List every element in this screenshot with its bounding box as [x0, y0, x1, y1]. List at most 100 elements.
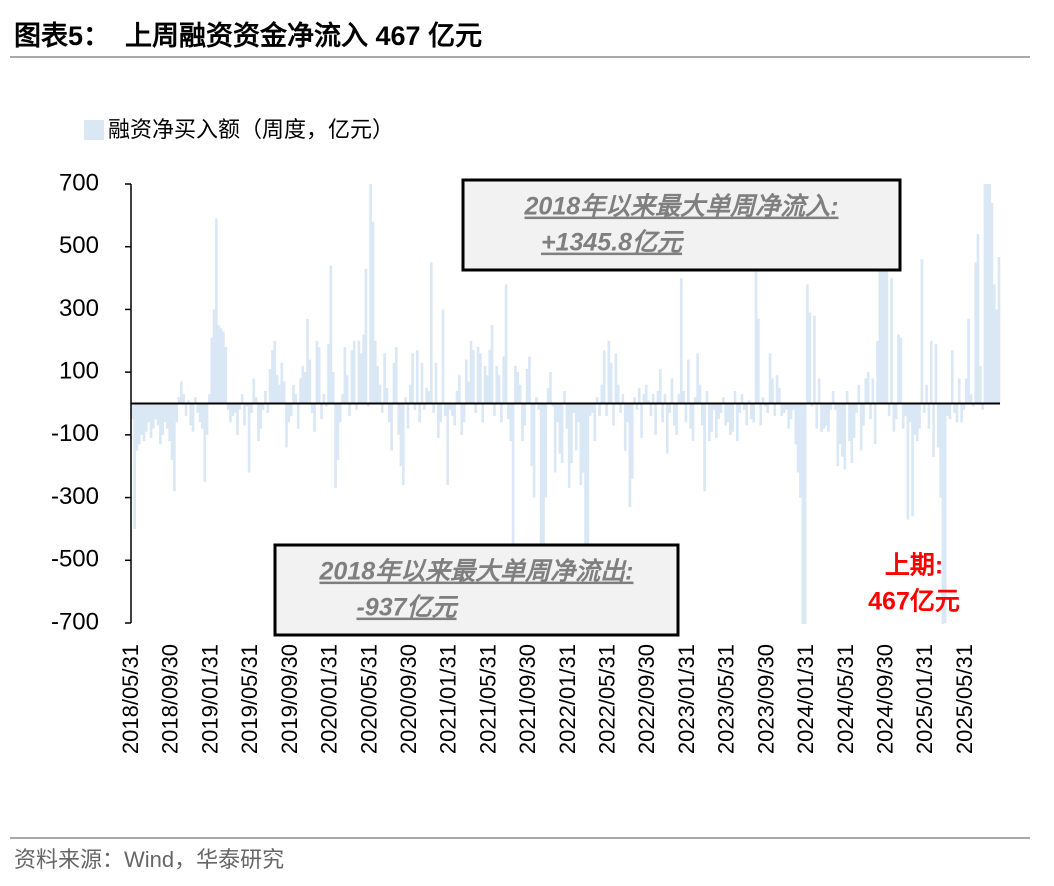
bar: [215, 218, 218, 404]
x-tick-label: 2018/05/31: [118, 644, 143, 754]
bar: [226, 403, 230, 410]
bar: [357, 340, 361, 404]
bar: [310, 403, 314, 413]
bar: [976, 234, 980, 404]
bar: [729, 403, 732, 435]
bar: [425, 387, 428, 404]
bar: [261, 403, 265, 410]
bar: [614, 353, 618, 404]
legend-label: 融资净买入额（周度，亿元）: [108, 117, 394, 142]
bar: [362, 334, 365, 404]
x-tick-label: 2023/01/31: [674, 644, 699, 754]
bar: [451, 403, 454, 417]
bar: [906, 403, 910, 520]
bar: [338, 403, 342, 423]
bar: [205, 403, 209, 435]
bar: [757, 318, 760, 404]
bar: [439, 403, 442, 423]
bar: [474, 403, 478, 413]
bar: [658, 369, 662, 404]
bar: [623, 403, 627, 451]
bar: [901, 403, 905, 429]
bar: [651, 394, 655, 404]
bar: [829, 403, 833, 410]
x-tick-label: 2019/09/30: [277, 644, 302, 754]
bar: [191, 403, 195, 432]
bar: [322, 394, 326, 404]
bar: [691, 403, 695, 442]
bar: [799, 403, 802, 498]
bar: [212, 309, 216, 404]
bar: [217, 325, 221, 404]
bar: [978, 365, 982, 404]
bar: [294, 394, 298, 404]
bar: [922, 403, 926, 413]
bar: [177, 397, 181, 404]
bar: [600, 384, 604, 404]
bar: [845, 390, 849, 404]
bar: [495, 365, 499, 404]
bar: [915, 403, 919, 442]
bar: [703, 403, 706, 492]
bar: [154, 403, 157, 420]
bar: [327, 343, 330, 404]
bar: [152, 403, 155, 429]
bar: [224, 347, 228, 404]
bar: [775, 375, 779, 404]
bar: [780, 403, 784, 417]
bar: [245, 403, 249, 407]
bar: [229, 403, 232, 423]
bar: [278, 384, 281, 404]
bar: [441, 309, 445, 404]
bar: [408, 384, 412, 404]
source: 资料来源：Wind，华泰研究: [14, 847, 284, 872]
bar: [292, 384, 295, 404]
annotation-box: [461, 178, 902, 272]
bar: [827, 403, 830, 432]
bar: [170, 403, 174, 460]
bar: [693, 397, 697, 404]
bar: [743, 403, 746, 410]
bar: [817, 378, 821, 404]
bar: [647, 400, 650, 404]
bar: [584, 403, 587, 623]
bar: [925, 384, 928, 404]
bar: [936, 403, 940, 448]
bar: [642, 394, 646, 404]
bar: [453, 403, 457, 426]
bar: [822, 403, 826, 429]
bar: [243, 403, 246, 426]
bar: [488, 350, 492, 404]
bar: [259, 403, 263, 429]
bar: [493, 403, 496, 417]
bar: [682, 390, 685, 404]
bar: [941, 403, 945, 624]
bar: [654, 403, 657, 435]
bar: [296, 403, 300, 429]
bar: [885, 184, 889, 404]
bar: [240, 394, 244, 404]
bar: [201, 403, 204, 429]
bar: [254, 397, 258, 404]
bar: [616, 384, 620, 404]
bar: [637, 387, 641, 404]
bar: [567, 403, 571, 489]
bar: [315, 340, 319, 404]
bar: [773, 403, 777, 417]
bar: [392, 362, 396, 404]
bar: [189, 403, 193, 426]
bar: [957, 378, 961, 404]
bar: [726, 403, 730, 423]
y-tick-label: -500: [51, 546, 99, 573]
bar: [500, 403, 503, 423]
bar: [852, 403, 856, 438]
bar: [929, 340, 933, 404]
bar: [619, 403, 622, 413]
bar: [264, 390, 267, 404]
bar: [558, 403, 562, 454]
bar: [633, 397, 636, 404]
bar: [369, 184, 372, 404]
bar: [712, 403, 716, 410]
bar: [565, 403, 569, 429]
bar: [705, 390, 709, 404]
